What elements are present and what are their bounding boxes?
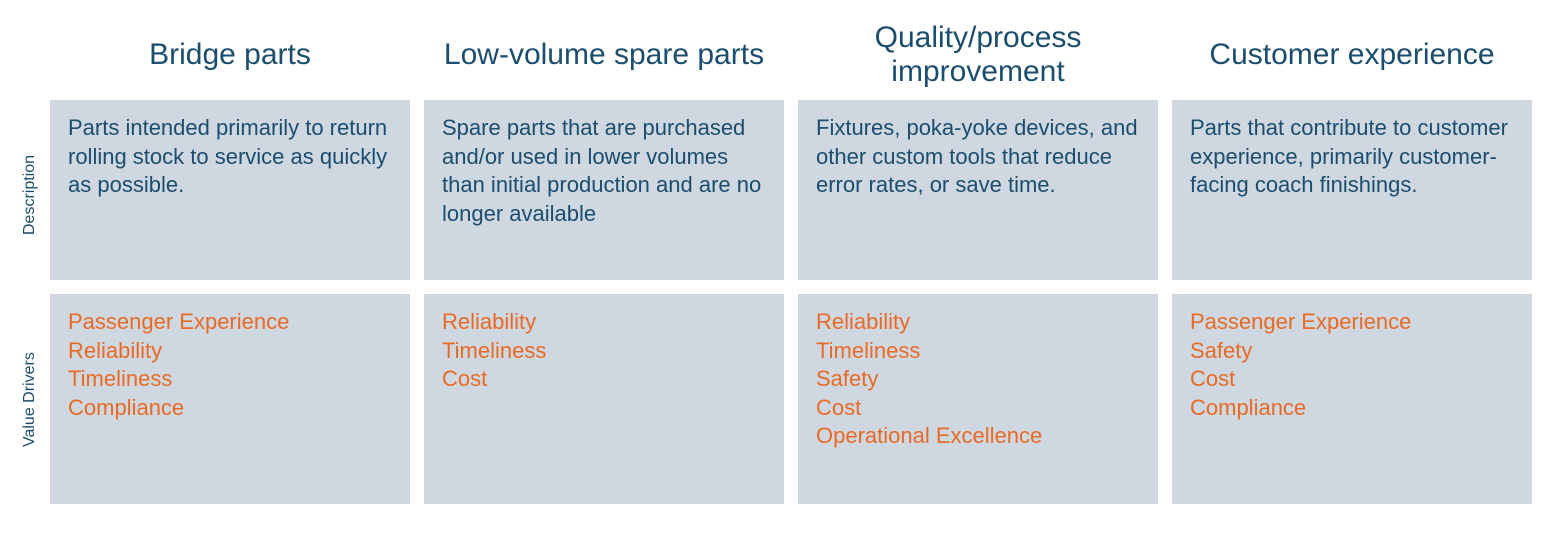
column-header: Low-volume spare parts bbox=[424, 10, 784, 100]
value-driver: Reliability bbox=[68, 337, 392, 366]
value-driver: Passenger Experience bbox=[68, 308, 392, 337]
description-cell: Fixtures, poka-yoke devices, and other c… bbox=[798, 100, 1158, 280]
column-customer-experience: Customer experience Parts that contribut… bbox=[1172, 10, 1532, 510]
value-drivers-cell: Reliability Timeliness Safety Cost Opera… bbox=[798, 294, 1158, 504]
description-cell: Parts intended primarily to return rolli… bbox=[50, 100, 410, 280]
comparison-table: Description Value Drivers Bridge parts P… bbox=[0, 0, 1552, 520]
value-driver: Compliance bbox=[68, 394, 392, 423]
value-drivers-cell: Passenger Experience Reliability Timelin… bbox=[50, 294, 410, 504]
value-driver: Timeliness bbox=[442, 337, 766, 366]
columns-container: Bridge parts Parts intended primarily to… bbox=[50, 10, 1532, 510]
description-cell: Spare parts that are purchased and/or us… bbox=[424, 100, 784, 280]
column-low-volume-spare-parts: Low-volume spare parts Spare parts that … bbox=[424, 10, 784, 510]
value-driver: Cost bbox=[442, 365, 766, 394]
column-header: Bridge parts bbox=[50, 10, 410, 100]
value-driver: Operational Excellence bbox=[816, 422, 1140, 451]
value-driver: Passenger Experience bbox=[1190, 308, 1514, 337]
column-header: Quality/process improvement bbox=[798, 10, 1158, 100]
value-drivers-cell: Passenger Experience Safety Cost Complia… bbox=[1172, 294, 1532, 504]
row-label-value-drivers: Value Drivers bbox=[10, 290, 50, 510]
value-driver: Timeliness bbox=[68, 365, 392, 394]
value-driver: Safety bbox=[1190, 337, 1514, 366]
column-header: Customer experience bbox=[1172, 10, 1532, 100]
value-driver: Compliance bbox=[1190, 394, 1514, 423]
description-cell: Parts that contribute to customer experi… bbox=[1172, 100, 1532, 280]
value-driver: Cost bbox=[816, 394, 1140, 423]
value-driver: Safety bbox=[816, 365, 1140, 394]
value-driver: Timeliness bbox=[816, 337, 1140, 366]
row-label-description: Description bbox=[10, 100, 50, 290]
value-driver: Cost bbox=[1190, 365, 1514, 394]
value-driver: Reliability bbox=[442, 308, 766, 337]
value-drivers-cell: Reliability Timeliness Cost bbox=[424, 294, 784, 504]
value-driver: Reliability bbox=[816, 308, 1140, 337]
row-labels: Description Value Drivers bbox=[10, 10, 50, 510]
column-quality-process-improvement: Quality/process improvement Fixtures, po… bbox=[798, 10, 1158, 510]
column-bridge-parts: Bridge parts Parts intended primarily to… bbox=[50, 10, 410, 510]
